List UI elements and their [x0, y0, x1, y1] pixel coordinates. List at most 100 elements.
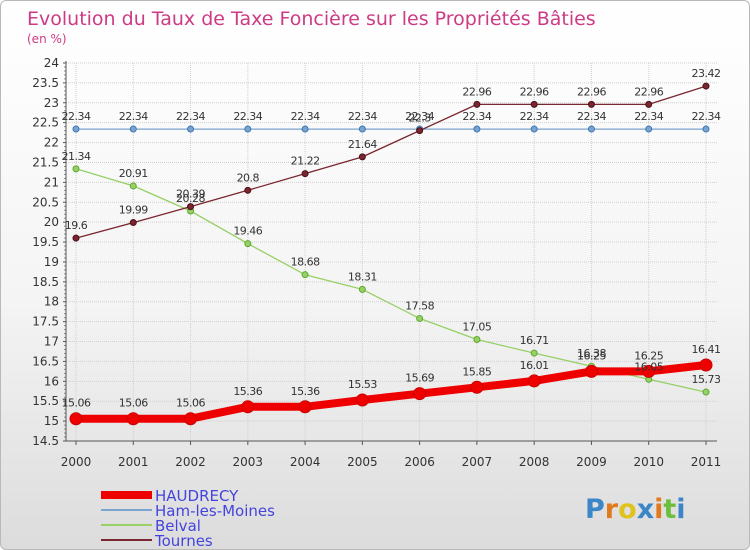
series-line-tournes: [75, 85, 707, 239]
data-label-tournes: 22.96: [634, 85, 663, 98]
x-tick-label: 2005: [347, 455, 378, 469]
data-point-tournes: [416, 127, 424, 135]
data-point-ham-les-moines: [530, 125, 538, 133]
proxiti-logo: Proxiti: [585, 494, 686, 525]
y-tick-label: 15.5: [32, 394, 59, 408]
data-label-haudrecy: 16.01: [520, 359, 549, 372]
y-tick-label: 17: [44, 335, 59, 349]
data-label-ham-les-moines: 22.34: [62, 110, 91, 123]
data-point-haudrecy: [470, 380, 484, 394]
y-tick-label: 23: [44, 96, 59, 110]
data-point-tournes: [530, 100, 538, 108]
x-tick-label: 2010: [633, 455, 664, 469]
data-label-belval: 18.68: [291, 256, 320, 269]
data-point-haudrecy: [184, 412, 198, 426]
y-tick-label: 15: [44, 414, 59, 428]
data-point-haudrecy: [126, 412, 140, 426]
data-point-ham-les-moines: [587, 125, 595, 133]
data-point-haudrecy: [642, 364, 656, 378]
data-point-tournes: [72, 234, 80, 242]
legend-label-ham-les-moines: Ham-les-Moines: [155, 502, 275, 520]
data-label-tournes: 20.39: [176, 188, 205, 201]
data-point-haudrecy: [527, 374, 541, 388]
data-label-ham-les-moines: 22.34: [405, 110, 434, 123]
x-tick-label: 2003: [233, 455, 264, 469]
x-tick-label: 2004: [290, 455, 321, 469]
data-point-ham-les-moines: [301, 125, 309, 133]
series-data-labels: 15.06 15.06 15.06 15.36 15.36 15.53 15.69 15.85…: [62, 67, 722, 410]
y-tick-label: 21: [44, 175, 59, 189]
data-label-haudrecy: 16.25: [577, 349, 606, 362]
data-label-tournes: 19.6: [65, 219, 88, 232]
data-label-belval: 17.05: [462, 321, 491, 334]
data-label-tournes: 22.96: [577, 85, 606, 98]
data-point-tournes: [187, 203, 195, 211]
data-point-belval: [72, 165, 80, 173]
data-point-haudrecy: [699, 358, 713, 372]
data-point-belval: [358, 285, 366, 293]
y-tick-label: 22.5: [32, 116, 59, 130]
data-point-ham-les-moines: [129, 125, 137, 133]
series-lines: [75, 85, 707, 423]
y-tick-label: 17.5: [32, 315, 59, 329]
logo-letter: r: [605, 494, 619, 525]
data-label-belval: 16.05: [634, 360, 663, 373]
data-point-belval: [301, 271, 309, 279]
data-point-tournes: [645, 100, 653, 108]
y-tick-label: 24: [44, 56, 59, 70]
x-tick-label: 2000: [61, 455, 92, 469]
chart-subtitle: (en %): [27, 32, 67, 46]
data-point-belval: [129, 182, 137, 190]
data-point-tournes: [244, 186, 252, 194]
data-label-haudrecy: 15.06: [62, 397, 91, 410]
data-label-tournes: 23.42: [692, 67, 721, 80]
data-label-ham-les-moines: 22.34: [291, 110, 320, 123]
data-label-tournes: 22.96: [462, 85, 491, 98]
data-label-haudrecy: 15.36: [291, 385, 320, 398]
legend-label-haudrecy: HAUDRECY: [155, 487, 239, 505]
data-point-ham-les-moines: [358, 125, 366, 133]
y-tick-label: 18: [44, 295, 59, 309]
data-label-haudrecy: 15.85: [462, 365, 491, 378]
logo-letter: x: [637, 494, 654, 525]
data-label-belval: 19.46: [233, 225, 262, 238]
y-tick-label: 16: [44, 374, 59, 388]
data-point-ham-les-moines: [72, 125, 80, 133]
legend-label-tournes: Tournes: [154, 532, 213, 549]
data-point-haudrecy: [355, 393, 369, 407]
data-point-ham-les-moines: [187, 125, 195, 133]
x-tick-label: 2002: [175, 455, 206, 469]
logo-letter: t: [663, 494, 676, 525]
grid-lines: [66, 62, 717, 442]
data-label-haudrecy: 15.06: [176, 397, 205, 410]
data-label-haudrecy: 15.36: [233, 385, 262, 398]
data-point-belval: [702, 388, 710, 396]
x-tick-label: 2006: [404, 455, 435, 469]
data-label-tournes: 20.8: [237, 171, 260, 184]
data-label-haudrecy: 15.06: [119, 397, 148, 410]
data-label-haudrecy: 16.25: [634, 349, 663, 362]
logo-letter: i: [654, 494, 663, 525]
data-label-ham-les-moines: 22.34: [119, 110, 148, 123]
y-tick-label: 20.5: [32, 195, 59, 209]
data-label-haudrecy: 16.41: [692, 343, 721, 356]
data-label-haudrecy: 15.53: [348, 378, 377, 391]
x-tick-label: 2001: [118, 455, 149, 469]
data-label-belval: 15.73: [692, 373, 721, 386]
data-point-ham-les-moines: [702, 125, 710, 133]
y-tick-label: 21.5: [32, 155, 59, 169]
data-point-haudrecy: [69, 412, 83, 426]
y-tick-label: 22: [44, 136, 59, 150]
logo-letter: o: [618, 494, 637, 525]
series-points: [69, 82, 713, 426]
data-label-belval: 20.91: [119, 167, 148, 180]
data-point-tournes: [702, 82, 710, 90]
data-label-ham-les-moines: 22.34: [176, 110, 205, 123]
data-point-ham-les-moines: [473, 125, 481, 133]
y-tick-label: 14.5: [32, 434, 59, 448]
data-point-tournes: [473, 100, 481, 108]
x-tick-label: 2009: [576, 455, 607, 469]
chart-title: Evolution du Taux de Taxe Foncière sur l…: [27, 8, 596, 30]
